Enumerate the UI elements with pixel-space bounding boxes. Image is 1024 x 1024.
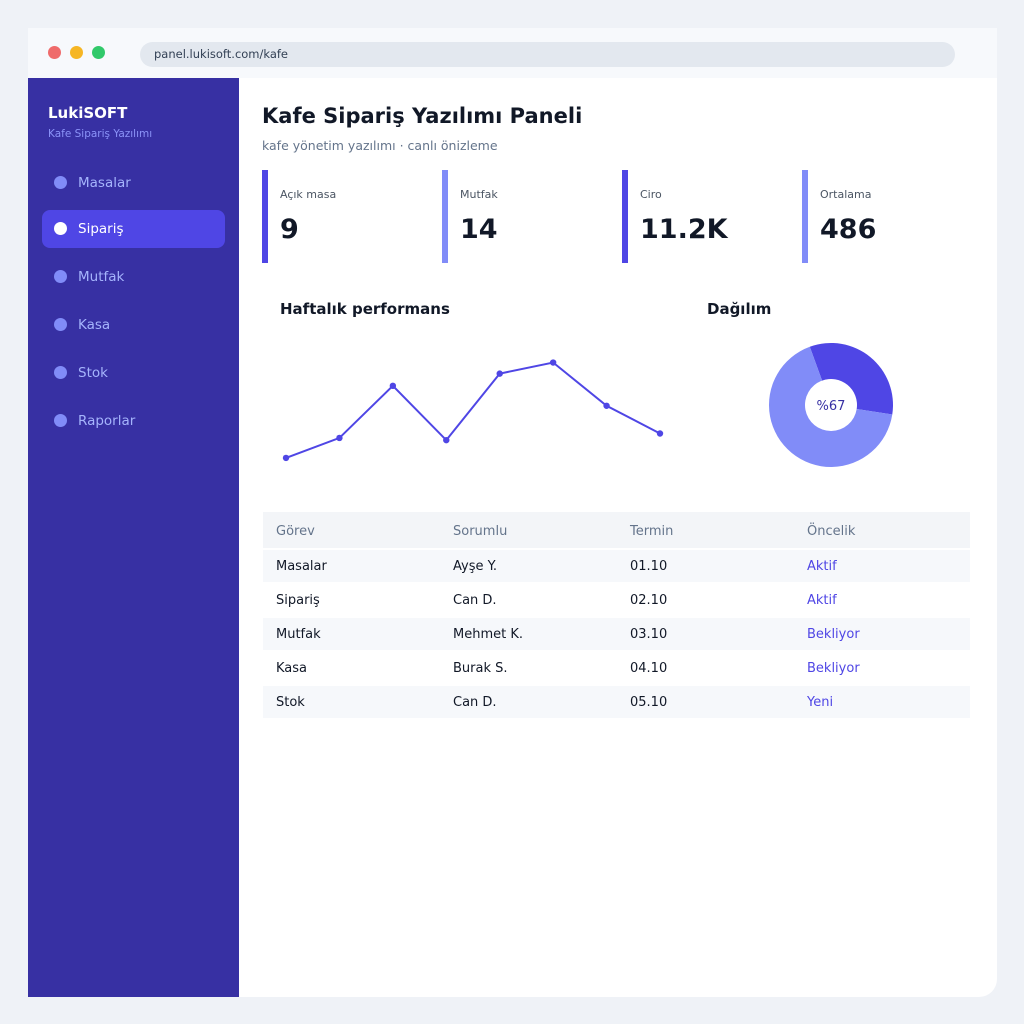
stat-label: Açık masa — [280, 188, 337, 201]
sidebar-item-raporlar[interactable]: Raporlar — [42, 402, 225, 440]
stat-accent-bar — [442, 170, 448, 263]
task-cell: Stok — [276, 695, 305, 710]
column-header-oncelik: Öncelik — [807, 524, 856, 539]
task-table: Görev Sorumlu Termin Öncelik Masalar Ayşe… — [263, 512, 972, 720]
owner-cell: Ayşe Y. — [453, 559, 498, 574]
sidebar-item-masalar[interactable]: Masalar — [42, 164, 225, 202]
sidebar-item-kasa[interactable]: Kasa — [42, 306, 225, 344]
browser-window: panel.lukisoft.com/kafe LukiSOFT Kafe Si… — [28, 28, 997, 997]
table-row[interactable]: Masalar Ayşe Y. 01.10 Aktif — [263, 550, 970, 582]
nav-dot-icon — [54, 176, 67, 189]
sidebar-item-label: Stok — [78, 365, 108, 381]
nav-dot-icon — [54, 318, 67, 331]
table-row[interactable]: Mutfak Mehmet K. 03.10 Bekliyor — [263, 618, 970, 650]
priority-cell: Bekliyor — [807, 627, 860, 642]
sidebar-item-label: Mutfak — [78, 269, 125, 285]
stat-label: Mutfak — [460, 188, 498, 201]
due-cell: 02.10 — [630, 593, 668, 608]
column-header-sorumlu: Sorumlu — [453, 524, 508, 539]
priority-cell: Aktif — [807, 593, 837, 608]
stat-card-ciro: Ciro 11.2K — [622, 170, 782, 263]
data-point — [549, 359, 557, 366]
data-point — [603, 402, 610, 409]
owner-cell: Can D. — [453, 593, 497, 608]
data-point — [443, 436, 450, 444]
due-cell: 04.10 — [630, 661, 668, 676]
priority-cell: Yeni — [807, 695, 834, 710]
nav-dot-icon — [54, 222, 67, 235]
data-point — [389, 382, 397, 390]
table-row[interactable]: Stok Can D. 05.10 Yeni — [263, 686, 970, 718]
table-row[interactable]: Kasa Burak S. 04.10 Bekliyor — [263, 652, 970, 684]
nav-dot-icon — [54, 270, 67, 283]
address-bar[interactable]: panel.lukisoft.com/kafe — [140, 42, 955, 67]
stat-label: Ciro — [640, 188, 662, 201]
stat-value: 11.2K — [640, 214, 728, 245]
stat-accent-bar — [802, 170, 808, 263]
stat-value: 9 — [280, 214, 299, 245]
donut-center-label: %67 — [817, 399, 846, 414]
due-cell: 05.10 — [630, 695, 668, 710]
distribution-chart-title: Dağılım — [707, 300, 772, 318]
data-point — [282, 454, 290, 462]
donut-slice — [769, 346, 893, 467]
brand-subtitle: Kafe Sipariş Yazılımı — [48, 128, 153, 140]
nav-dot-icon — [54, 414, 67, 427]
weekly-line-chart — [282, 359, 664, 462]
table-row[interactable]: Sipariş Can D. 02.10 Aktif — [263, 584, 970, 616]
data-point — [656, 430, 664, 437]
series-line — [285, 361, 661, 459]
due-cell: 03.10 — [630, 627, 668, 642]
owner-cell: Mehmet K. — [453, 627, 524, 642]
sidebar-item-label: Raporlar — [78, 413, 136, 429]
sidebar: LukiSOFT Kafe Sipariş Yazılımı Masalar S… — [28, 78, 239, 997]
due-cell: 01.10 — [630, 559, 668, 574]
donut-slice — [809, 343, 893, 415]
task-cell: Masalar — [276, 559, 327, 574]
weekly-chart-title: Haftalık performans — [280, 300, 450, 318]
data-point — [336, 434, 343, 442]
stat-card-mutfak: Mutfak 14 — [442, 170, 602, 263]
nav-dot-icon — [54, 366, 67, 379]
close-window-button[interactable] — [48, 46, 61, 59]
column-header-gorev: Görev — [276, 524, 315, 539]
task-cell: Kasa — [276, 661, 308, 676]
owner-cell: Can D. — [453, 695, 497, 710]
sidebar-item-mutfak[interactable]: Mutfak — [42, 258, 225, 296]
brand-name: LukiSOFT — [48, 104, 128, 122]
task-cell: Mutfak — [276, 627, 321, 642]
distribution-donut-chart: %67 — [769, 343, 893, 467]
data-point — [496, 370, 503, 377]
priority-cell: Aktif — [807, 559, 837, 574]
page-subtitle: kafe yönetim yazılımı · canlı önizleme — [262, 138, 498, 153]
table-header-row: Görev Sorumlu Termin Öncelik — [263, 512, 970, 548]
stat-label: Ortalama — [820, 188, 872, 201]
minimize-window-button[interactable] — [70, 46, 83, 59]
owner-cell: Burak S. — [453, 661, 508, 676]
priority-cell: Bekliyor — [807, 661, 860, 676]
sidebar-item-label: Masalar — [78, 175, 131, 191]
browser-titlebar: panel.lukisoft.com/kafe — [28, 28, 997, 78]
stat-value: 486 — [820, 214, 877, 245]
sidebar-item-siparis[interactable]: Sipariş — [42, 210, 225, 248]
column-header-termin: Termin — [630, 524, 674, 539]
stat-card-acik-masa: Açık masa 9 — [262, 170, 422, 263]
stat-card-ortalama: Ortalama 486 — [802, 170, 962, 263]
maximize-window-button[interactable] — [92, 46, 105, 59]
sidebar-item-label: Kasa — [78, 317, 111, 333]
stat-accent-bar — [622, 170, 628, 263]
page-title: Kafe Sipariş Yazılımı Paneli — [262, 104, 583, 128]
sidebar-item-label: Sipariş — [78, 221, 124, 237]
stat-accent-bar — [262, 170, 268, 263]
stat-value: 14 — [460, 214, 498, 245]
sidebar-item-stok[interactable]: Stok — [42, 354, 225, 392]
task-cell: Sipariş — [276, 593, 320, 608]
